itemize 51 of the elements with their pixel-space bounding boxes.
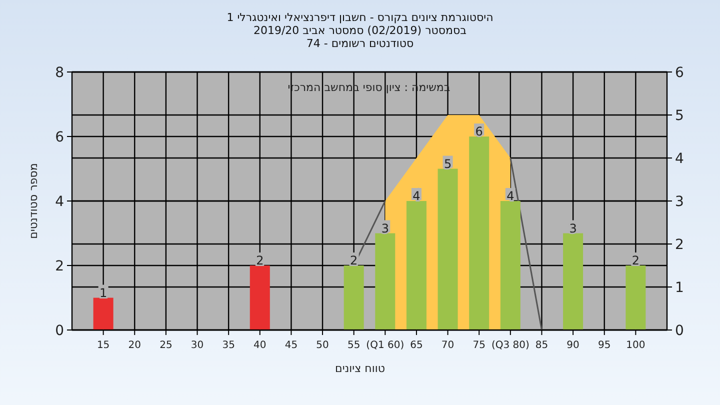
- data-label: 2: [256, 254, 264, 268]
- y2-tick-label: 0: [675, 323, 684, 339]
- y-axis-title: מספר סטודנטים: [27, 163, 40, 239]
- data-label: 5: [444, 156, 452, 171]
- x-tick-label: 65: [410, 340, 423, 351]
- x-tick-label: 30: [190, 340, 204, 351]
- x-tick-label: 15: [96, 340, 110, 351]
- y-tick-label: 4: [55, 194, 64, 210]
- data-label: 1: [99, 286, 108, 300]
- data-label: 4: [506, 189, 514, 203]
- x-tick-label: 40: [254, 340, 266, 351]
- x-tick-label: 100: [626, 340, 646, 351]
- y-tick-label: 2: [55, 258, 64, 274]
- x-tick-label: 20: [128, 340, 141, 351]
- x-tick-label: 95: [598, 340, 611, 351]
- data-label: 3: [381, 221, 389, 236]
- y-tick-label: 8: [55, 65, 64, 81]
- y2-tick-label: 6: [675, 65, 684, 81]
- data-label: 4: [412, 189, 420, 203]
- x-tick-label: 75: [472, 340, 486, 351]
- y2-tick-label: 2: [675, 237, 684, 253]
- x-tick-label: 35: [222, 340, 235, 351]
- x-tick-label: (Q3 80): [491, 340, 530, 351]
- x-tick-label: 90: [566, 340, 580, 351]
- y2-tick-label: 4: [675, 151, 684, 167]
- bar: [93, 298, 114, 330]
- x-axis-title: טווח ציונים: [335, 362, 385, 375]
- y-tick-label: 6: [55, 130, 64, 146]
- y2-tick-label: 3: [675, 194, 684, 210]
- chart-title: היסטוגרמת ציונים בקורס - חשבון דיפרנציאלי ואינטגרלי 1: [226, 11, 494, 24]
- x-tick-label: 85: [535, 340, 548, 351]
- bar: [563, 233, 584, 330]
- bar: [626, 266, 646, 330]
- y-tick-label: 0: [55, 323, 64, 339]
- data-label: 2: [632, 254, 640, 268]
- x-tick-label: 45: [284, 340, 298, 351]
- bar: [375, 233, 396, 330]
- bar: [250, 266, 270, 330]
- data-label: 2: [350, 254, 358, 268]
- chart-subtitle: בסמסטר (02/2019) סמסטר אביב 2019/20 סטודנטים רשומים - 74: [253, 24, 467, 50]
- bar: [406, 201, 426, 330]
- bar: [344, 266, 364, 330]
- y2-tick-label: 1: [675, 280, 684, 296]
- data-label: 6: [475, 124, 483, 138]
- x-tick-label: 50: [316, 340, 329, 351]
- x-tick-label: (Q1 60): [366, 340, 404, 351]
- y2-tick-label: 5: [675, 108, 684, 124]
- x-tick-label: 70: [441, 340, 454, 351]
- x-tick-label: 55: [347, 340, 360, 351]
- x-tick-label: 25: [160, 340, 172, 351]
- data-label: 3: [569, 221, 577, 236]
